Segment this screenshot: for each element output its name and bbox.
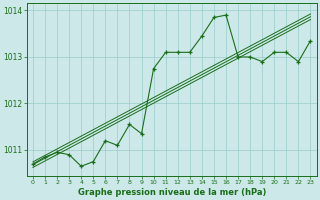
X-axis label: Graphe pression niveau de la mer (hPa): Graphe pression niveau de la mer (hPa) [77, 188, 266, 197]
